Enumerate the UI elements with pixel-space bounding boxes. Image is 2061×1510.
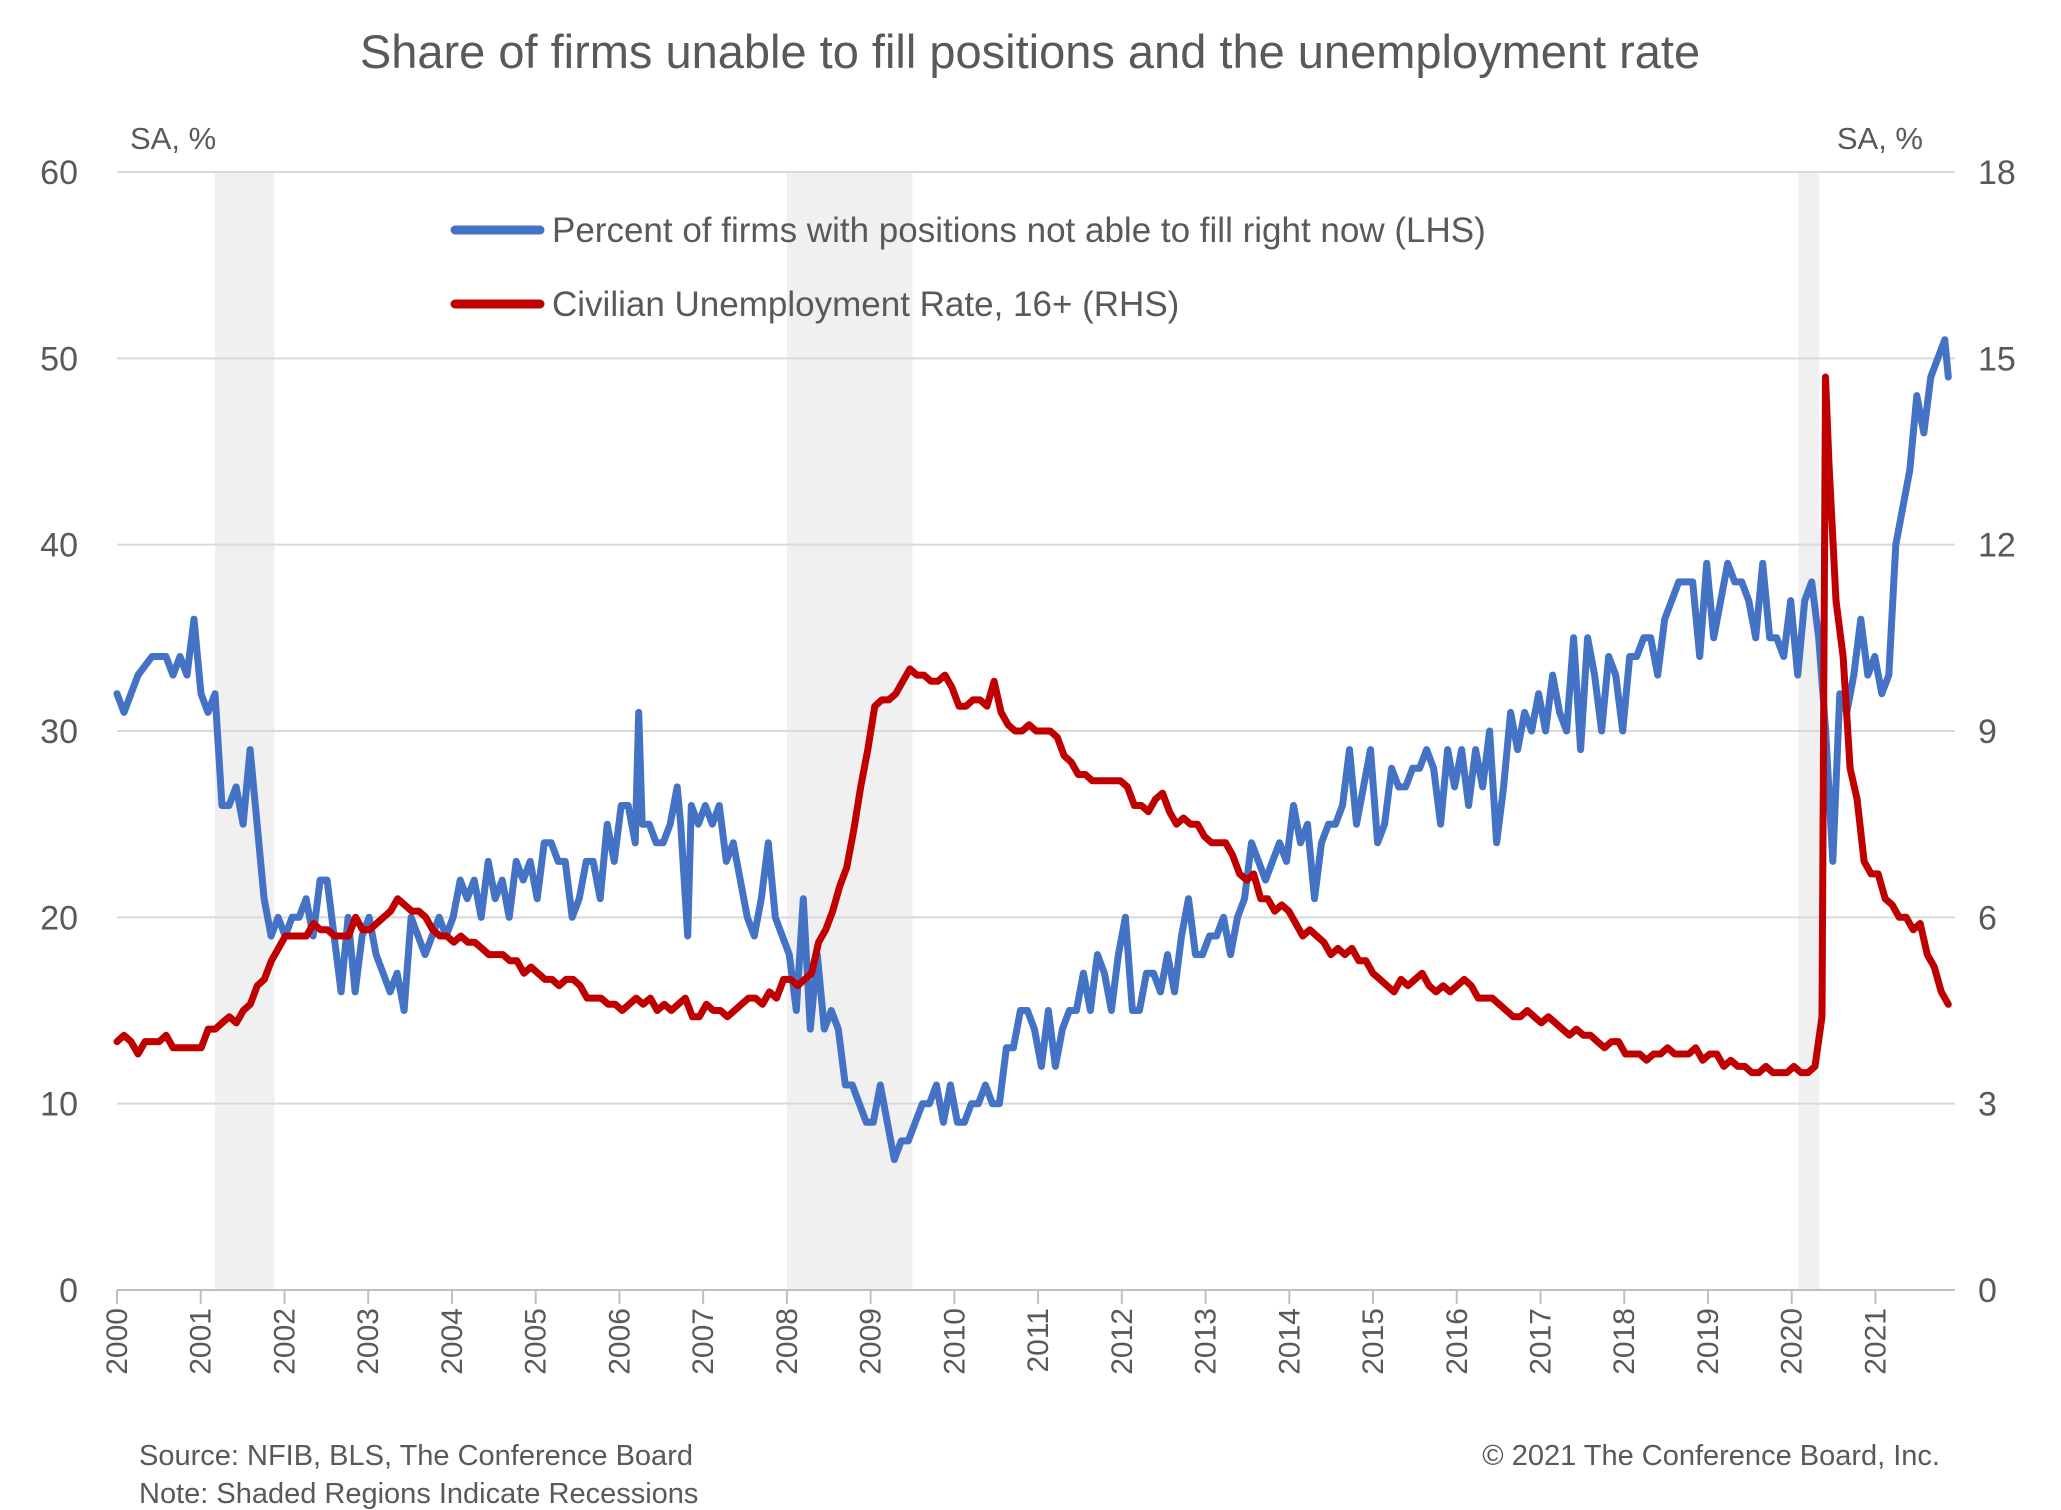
- left-axis-ticks: 0 10 20 30 40 50 60: [40, 154, 78, 1310]
- x-axis-ticks: 2000 2001 2002 2003 2004 2005 2006 2007 2008 2009…: [101, 1290, 1892, 1375]
- right-tick-label: 12: [1978, 527, 2016, 565]
- x-tick-label: 2001: [185, 1308, 218, 1375]
- x-tick-label: 2003: [352, 1308, 385, 1375]
- left-tick-label: 10: [40, 1086, 78, 1124]
- x-tick-label: 2012: [1106, 1308, 1139, 1375]
- copyright: © 2021 The Conference Board, Inc.: [1482, 1440, 1940, 1472]
- right-axis-unit: SA, %: [1837, 121, 1923, 156]
- right-tick-label: 0: [1978, 1272, 1997, 1310]
- chart-title: Share of firms unable to fill positions …: [360, 25, 1700, 78]
- x-tick-label: 2016: [1441, 1308, 1474, 1375]
- x-tick-label: 2013: [1190, 1308, 1223, 1375]
- x-tick-label: 2002: [268, 1308, 301, 1375]
- x-tick-label: 2017: [1525, 1308, 1558, 1375]
- x-tick-label: 2021: [1859, 1308, 1892, 1375]
- series-lines: [113, 336, 1952, 1164]
- left-tick-label: 50: [40, 340, 78, 378]
- source-note: Source: NFIB, BLS, The Conference Board: [139, 1440, 693, 1472]
- x-tick-label: 2005: [520, 1308, 553, 1375]
- recession-note: Note: Shaded Regions Indicate Recessions: [139, 1478, 698, 1510]
- x-tick-label: 2009: [855, 1308, 888, 1375]
- left-axis-unit: SA, %: [130, 121, 216, 156]
- series-line-1: [113, 373, 1952, 1077]
- x-tick-label: 2004: [436, 1308, 469, 1375]
- x-tick-label: 2007: [687, 1308, 720, 1375]
- left-tick-label: 40: [40, 527, 78, 565]
- x-tick-label: 2008: [771, 1308, 804, 1375]
- right-tick-label: 6: [1978, 899, 1997, 937]
- x-tick-label: 2010: [938, 1308, 971, 1375]
- right-tick-label: 9: [1978, 713, 1997, 751]
- x-tick-label: 2011: [1022, 1308, 1055, 1373]
- left-tick-label: 30: [40, 713, 78, 751]
- right-tick-label: 3: [1978, 1086, 1997, 1124]
- right-tick-label: 18: [1978, 154, 2016, 192]
- x-tick-label: 2018: [1608, 1308, 1641, 1375]
- x-tick-label: 2000: [101, 1308, 134, 1375]
- legend: Percent of firms with positions not able…: [450, 211, 1486, 324]
- x-tick-label: 2020: [1776, 1308, 1809, 1375]
- right-tick-label: 15: [1978, 340, 2016, 378]
- x-tick-label: 2014: [1273, 1308, 1306, 1375]
- left-tick-label: 20: [40, 899, 78, 937]
- x-tick-label: 2019: [1692, 1308, 1725, 1375]
- left-tick-label: 60: [40, 154, 78, 192]
- legend-label-firms: Percent of firms with positions not able…: [552, 211, 1486, 250]
- x-tick-label: 2006: [603, 1308, 636, 1375]
- x-tick-label: 2015: [1357, 1308, 1390, 1375]
- left-tick-label: 0: [59, 1272, 78, 1310]
- right-axis-ticks: 0 3 6 9 12 15 18: [1978, 154, 2016, 1310]
- legend-label-unemployment: Civilian Unemployment Rate, 16+ (RHS): [552, 285, 1179, 324]
- series-line-0: [113, 336, 1952, 1164]
